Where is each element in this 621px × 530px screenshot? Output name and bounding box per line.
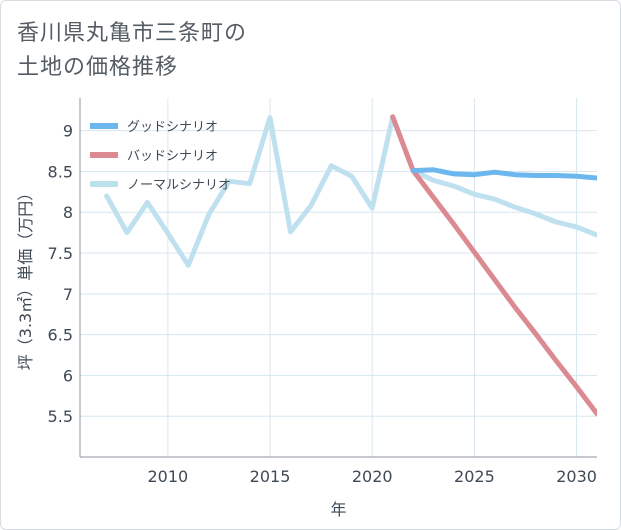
x-axis-label: 年 bbox=[330, 500, 346, 519]
grid-lines bbox=[80, 98, 597, 457]
legend-label-normal: ノーマルシナリオ bbox=[127, 178, 231, 193]
chart-title-line-1: 香川県丸亀市三条町の bbox=[17, 21, 248, 46]
x-tick-label: 2030 bbox=[556, 467, 597, 486]
y-tick-label: 6.5 bbox=[48, 326, 73, 345]
y-axis-label: 坪（3.3㎡）単価（万円） bbox=[16, 185, 35, 370]
chart-title-line-2: 土地の価格推移 bbox=[17, 55, 179, 80]
legend-label-good: グッドシナリオ bbox=[127, 120, 218, 135]
x-tick-label: 2015 bbox=[250, 467, 291, 486]
y-tick-label: 7.5 bbox=[48, 244, 73, 263]
x-tick-label: 2025 bbox=[454, 467, 495, 486]
y-tick-label: 6 bbox=[63, 366, 73, 385]
x-tick-label: 2020 bbox=[352, 467, 393, 486]
y-tick-label: 7 bbox=[63, 285, 73, 304]
legend-label-bad: バッドシナリオ bbox=[127, 149, 218, 164]
y-tick-label: 8.5 bbox=[48, 162, 73, 181]
y-tick-label: 5.5 bbox=[48, 407, 73, 426]
chart-title: 香川県丸亀市三条町の 土地の価格推移 bbox=[17, 17, 247, 85]
series-line-normal bbox=[104, 114, 597, 268]
y-tick-label: 8 bbox=[63, 203, 73, 222]
series-line-good bbox=[410, 167, 597, 181]
x-tick-label: 2010 bbox=[148, 467, 189, 486]
axes: 5.5 6 6.5 7 7.5 8 8.5 9 2010 2015 2020 2025 2030 bbox=[48, 98, 597, 486]
series-line-bad bbox=[390, 114, 597, 417]
y-tick-label: 9 bbox=[63, 122, 73, 141]
series-lines bbox=[104, 114, 597, 417]
